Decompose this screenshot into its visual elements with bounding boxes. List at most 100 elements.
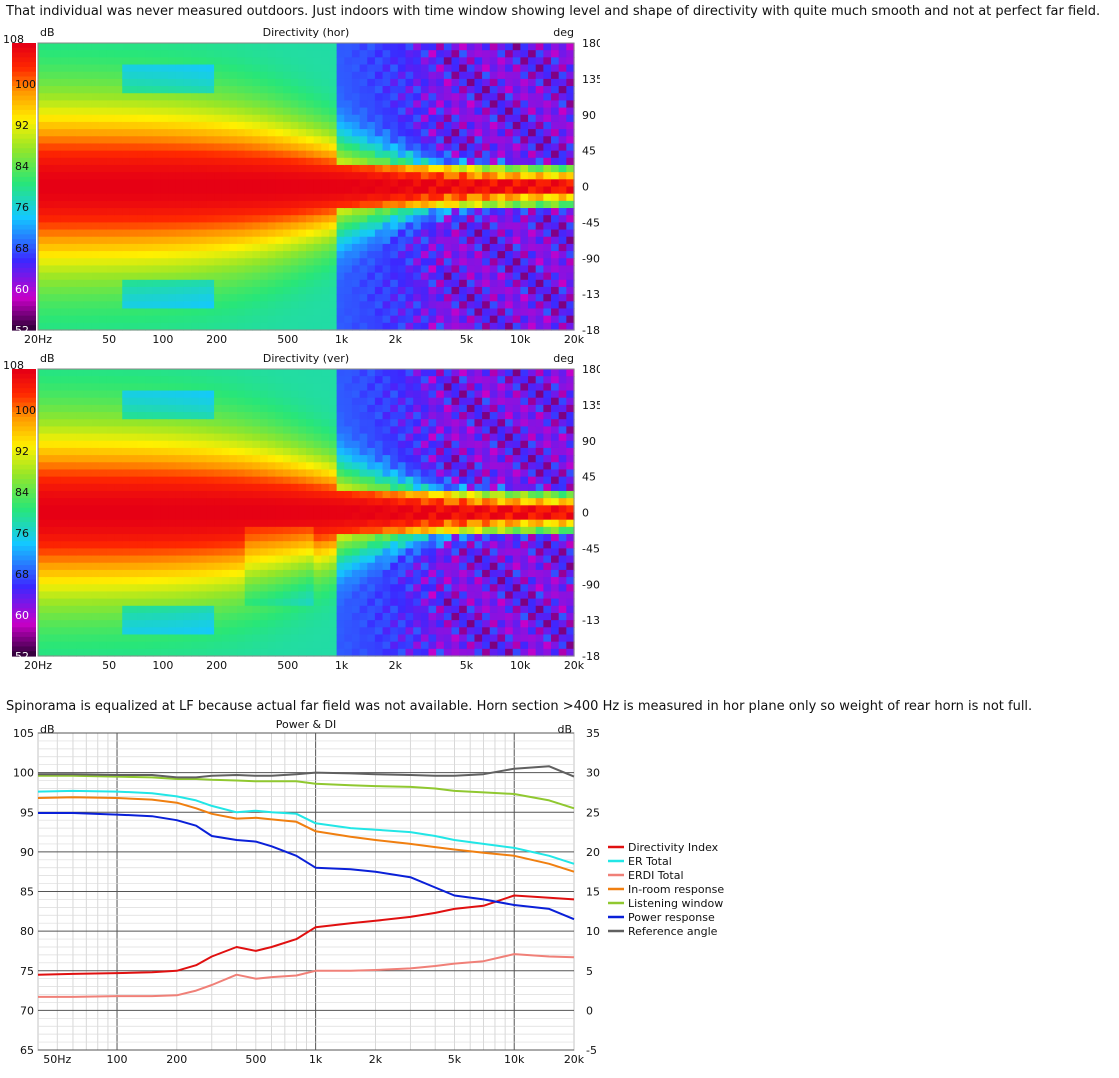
heatmap-cell xyxy=(260,164,269,173)
heatmap-cell xyxy=(420,121,430,130)
heatmap-cell xyxy=(413,591,422,600)
heatmap-cell xyxy=(122,397,131,406)
heatmap-cell xyxy=(191,179,200,188)
heatmap-cell xyxy=(229,186,238,195)
heatmap-cell xyxy=(489,50,499,58)
heatmap-cell xyxy=(114,577,123,585)
heatmap-cell xyxy=(237,598,246,607)
heatmap-cell xyxy=(298,215,307,223)
heatmap-cell xyxy=(283,193,292,202)
heatmap-cell xyxy=(344,200,353,209)
heatmap-cell xyxy=(443,50,453,58)
heatmap-cell xyxy=(528,129,537,137)
heatmap-cell xyxy=(551,301,560,310)
heatmap-cell xyxy=(221,469,231,478)
heatmap-cell xyxy=(551,50,560,58)
heatmap-cell xyxy=(528,265,537,274)
heatmap-cell xyxy=(122,86,131,94)
heatmap-cell xyxy=(313,562,322,571)
heatmap-cell xyxy=(290,569,299,578)
heatmap-cell xyxy=(260,200,269,209)
heatmap-cell xyxy=(413,157,422,166)
heatmap-cell xyxy=(191,462,200,471)
heatmap-cell xyxy=(237,308,246,317)
heatmap-cell xyxy=(413,107,422,116)
heatmap-cell xyxy=(60,569,70,578)
heatmap-cell xyxy=(114,383,123,392)
heatmap-cell xyxy=(137,265,146,274)
heatmap-cell xyxy=(420,200,430,209)
heatmap-cell xyxy=(413,483,422,492)
heatmap-cell xyxy=(367,390,376,399)
heatmap-cell xyxy=(53,397,62,406)
heatmap-cell xyxy=(290,50,299,58)
heatmap-cell xyxy=(306,469,315,478)
heatmap-cell xyxy=(91,376,100,384)
heatmap-cell xyxy=(497,265,506,274)
heatmap-cell xyxy=(367,57,376,66)
colorbar-swatch xyxy=(12,306,36,312)
heatmap-cell xyxy=(122,548,131,557)
heatmap-cell xyxy=(252,157,261,166)
heatmap-cell xyxy=(267,114,276,123)
heatmap-cell xyxy=(168,186,177,195)
heatmap-cell xyxy=(321,64,330,73)
heatmap-cell xyxy=(497,100,506,109)
heatmap-cell xyxy=(367,598,376,607)
heatmap-cell xyxy=(558,229,567,238)
heatmap-cell xyxy=(145,526,154,535)
heatmap-cell xyxy=(106,369,116,377)
heatmap-cell xyxy=(160,78,169,87)
heatmap-cell xyxy=(252,577,261,585)
heatmap-cell xyxy=(191,390,200,399)
heatmap-cell xyxy=(114,57,123,66)
heatmap-cell xyxy=(413,71,422,80)
heatmap-cell xyxy=(137,272,146,281)
heatmap-cell xyxy=(505,100,514,109)
heatmap-cell xyxy=(267,404,276,413)
heatmap-cell xyxy=(160,222,169,231)
heatmap-cell xyxy=(336,397,345,406)
heatmap-cell xyxy=(68,469,77,478)
heatmap-cell xyxy=(183,605,192,614)
heatmap-cell xyxy=(275,129,284,137)
heatmap-cell xyxy=(76,294,85,302)
heatmap-cell xyxy=(390,294,399,302)
heatmap-cell xyxy=(459,229,468,238)
heatmap-cell xyxy=(367,315,376,324)
heatmap-cell xyxy=(359,258,368,267)
heatmap-cell xyxy=(152,286,162,295)
heatmap-cell xyxy=(53,412,62,420)
heatmap-cell xyxy=(298,397,307,406)
heatmap-cell xyxy=(99,620,108,628)
heatmap-cell xyxy=(229,483,238,492)
heatmap-cell xyxy=(160,462,169,471)
heatmap-cell xyxy=(198,208,208,216)
heatmap-cell xyxy=(183,569,192,578)
colorbar-swatch xyxy=(12,57,36,63)
heatmap-cell xyxy=(367,93,376,101)
heatmap-cell xyxy=(397,390,407,399)
heatmap-cell xyxy=(505,286,514,295)
heatmap-cell xyxy=(351,136,361,145)
heatmap-cell xyxy=(405,404,414,413)
heatmap-cell xyxy=(283,286,292,295)
heatmap-cell xyxy=(76,490,85,499)
heatmap-cell xyxy=(168,100,177,109)
heatmap-cell xyxy=(152,107,162,116)
heatmap-cell xyxy=(344,577,353,585)
heatmap-cell xyxy=(359,505,368,514)
heatmap-cell xyxy=(83,541,93,549)
heatmap-cell xyxy=(198,519,208,528)
heatmap-cell xyxy=(451,150,460,159)
heatmap-cell xyxy=(397,376,407,384)
heatmap-cell xyxy=(428,57,437,66)
heatmap-cell xyxy=(344,534,353,542)
heatmap-cell xyxy=(390,200,399,209)
heatmap-cell xyxy=(328,71,338,80)
heatmap-cell xyxy=(374,483,384,492)
heatmap-cell xyxy=(390,236,399,245)
heatmap-cell xyxy=(160,476,169,485)
heatmap-cell xyxy=(229,222,238,231)
heatmap-cell xyxy=(198,404,208,413)
